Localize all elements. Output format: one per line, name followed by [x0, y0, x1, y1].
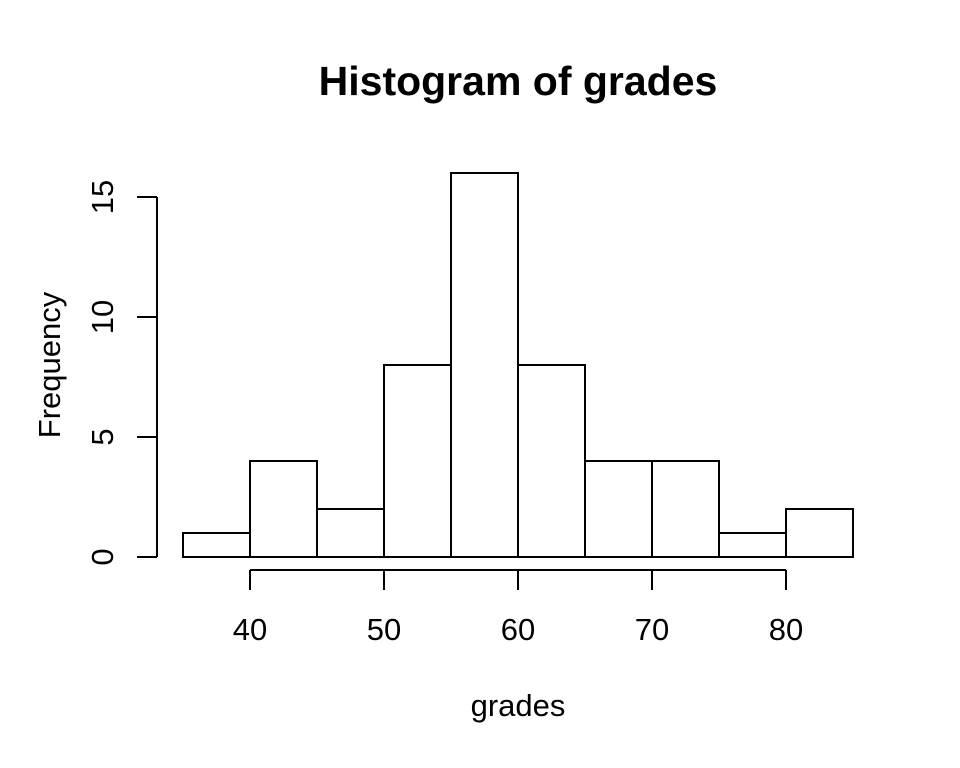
histogram-bar — [651, 460, 720, 558]
histogram-bar — [785, 508, 854, 558]
x-tick-label: 50 — [367, 612, 401, 647]
y-tick-label: 15 — [85, 180, 120, 214]
histogram-bar — [249, 460, 318, 558]
histogram-bar — [383, 364, 452, 558]
x-tick-label: 70 — [635, 612, 669, 647]
y-axis: 0 5 10 15 — [85, 180, 158, 566]
x-tick-label: 60 — [501, 612, 535, 647]
y-tick-label: 0 — [85, 548, 120, 565]
histogram-bar — [450, 172, 519, 558]
y-axis-title: Frequency — [32, 291, 67, 438]
y-tick-label: 5 — [85, 428, 120, 445]
x-axis-title: grades — [471, 688, 566, 723]
bars-group — [182, 172, 854, 558]
y-tick-label: 10 — [85, 300, 120, 334]
histogram-bar — [182, 532, 251, 558]
histogram-bar — [517, 364, 586, 558]
x-tick-label: 40 — [233, 612, 267, 647]
histogram-bar — [584, 460, 653, 558]
histogram-bar — [718, 532, 787, 558]
histogram-bar — [316, 508, 385, 558]
x-axis: 40 50 60 70 80 — [233, 569, 803, 647]
x-tick-label: 80 — [769, 612, 803, 647]
chart-title: Histogram of grades — [319, 58, 718, 104]
